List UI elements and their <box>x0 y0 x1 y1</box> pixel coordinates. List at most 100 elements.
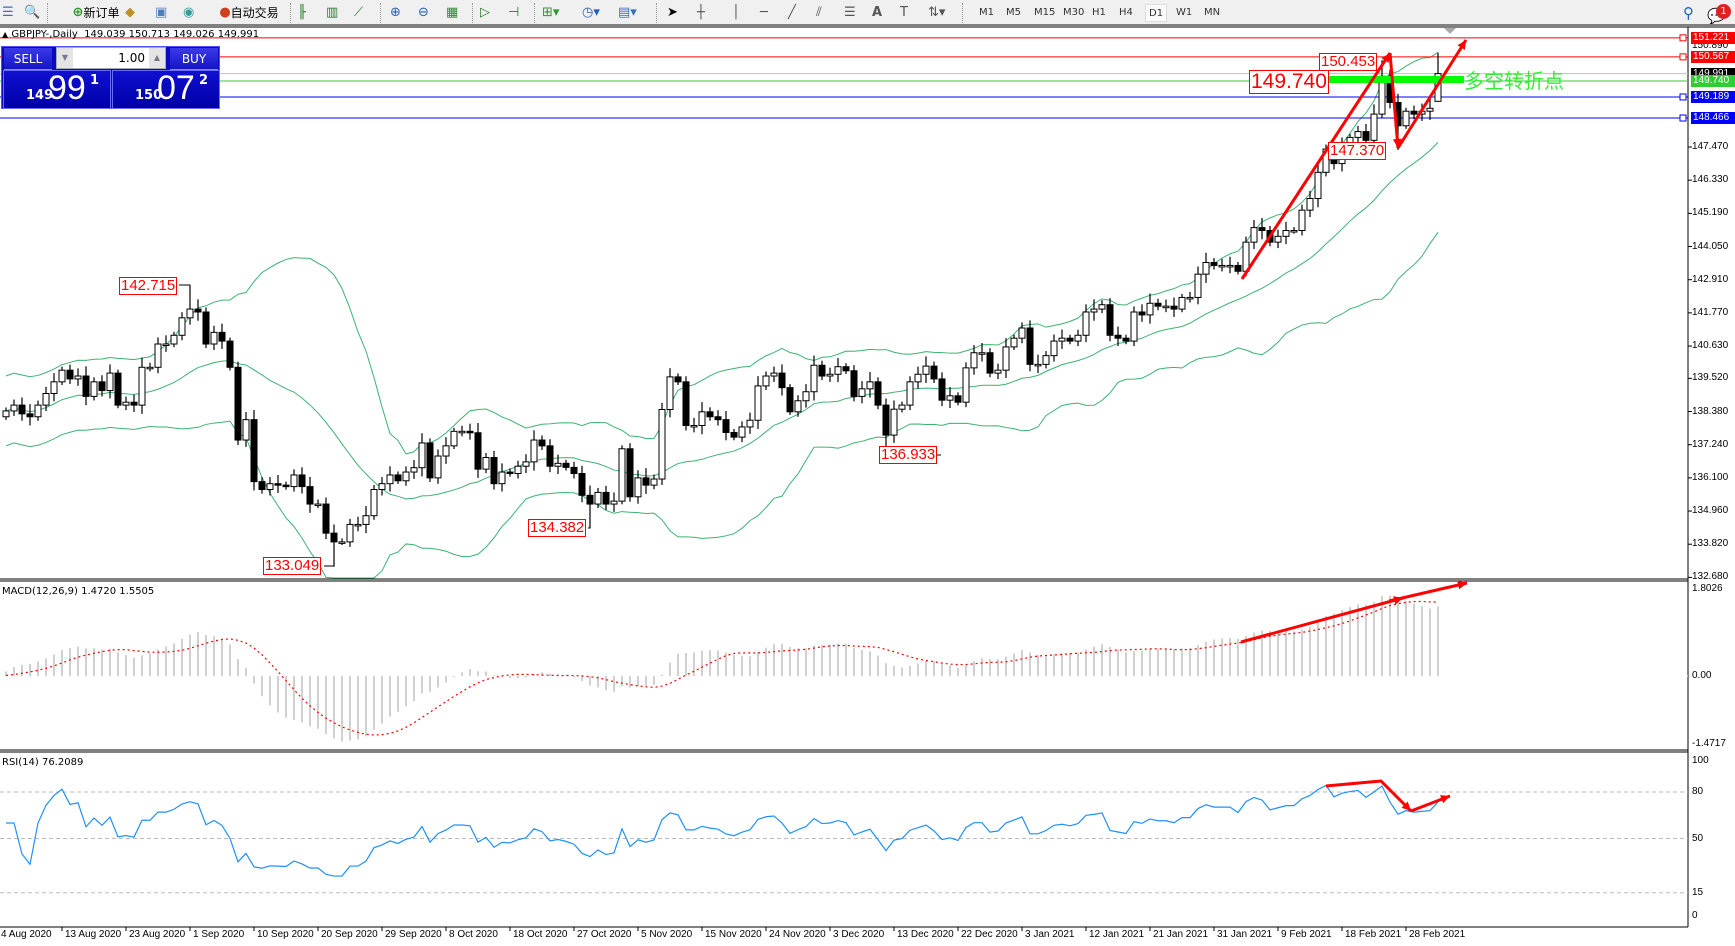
price-level-label[interactable]: 148.466 <box>1691 112 1735 125</box>
price-level-label[interactable]: 150.567 <box>1691 50 1735 63</box>
bar-chart-icon[interactable]: ╟ <box>298 5 306 20</box>
candle <box>410 460 418 479</box>
price-level-label[interactable]: 149.189 <box>1691 90 1735 103</box>
text-label-icon[interactable]: T <box>900 5 908 20</box>
chart-shift-icon[interactable]: ⊣ <box>508 5 520 20</box>
candle-body <box>194 308 202 313</box>
candle-body <box>786 387 794 413</box>
lot-size-stepper[interactable]: ▼ 1.00 ▲ <box>56 47 166 69</box>
timeframe-m1[interactable]: M1 <box>979 7 994 18</box>
candle-body <box>282 484 290 488</box>
timeframe-h4[interactable]: H4 <box>1119 7 1133 18</box>
signals-icon[interactable]: ◉ <box>183 5 195 20</box>
timeframe-m30[interactable]: M30 <box>1063 7 1085 18</box>
candle-body <box>770 372 778 377</box>
price-tick-label: 144.050 <box>1692 240 1729 252</box>
zoom-out-icon[interactable]: ⊖ <box>418 5 429 20</box>
periods-icon[interactable]: ◷▾ <box>582 5 600 20</box>
candle <box>1026 320 1034 372</box>
chart-symbol: GBPJPY-,Daily <box>11 29 78 40</box>
horizontal-line-icon[interactable]: ─ <box>760 5 768 20</box>
price-level-label[interactable]: 151.221 <box>1691 31 1735 44</box>
candle <box>322 497 330 540</box>
timeframe-mn[interactable]: MN <box>1204 7 1221 18</box>
turning-point-text[interactable]: 多空转折点 <box>1464 69 1564 93</box>
annotation-low-label[interactable]: 147.370 <box>1328 142 1387 160</box>
annotation-high-label[interactable]: 142.715 <box>119 277 178 295</box>
timeframe-m5[interactable]: M5 <box>1006 7 1021 18</box>
candle-body <box>634 477 642 498</box>
market-watch-icon[interactable]: ☰ <box>2 5 14 20</box>
timeframe-d1[interactable]: D1 <box>1145 4 1168 22</box>
zoom-in-icon[interactable]: ⊕ <box>390 5 401 20</box>
timeframe-w1[interactable]: W1 <box>1176 7 1193 18</box>
candle-body <box>154 343 162 368</box>
candle-body <box>290 474 298 488</box>
timeframe-h1[interactable]: H1 <box>1092 7 1106 18</box>
crosshair-icon[interactable]: ┼ <box>697 5 705 20</box>
lot-increase-icon[interactable]: ▲ <box>149 48 165 68</box>
candle <box>1298 204 1306 236</box>
lot-size-input[interactable]: 1.00 <box>118 51 145 65</box>
indicators-icon[interactable]: ⊞▾ <box>542 5 560 20</box>
bollinger-bands <box>5 51 1439 579</box>
candle-body <box>690 424 698 428</box>
buy-price-button[interactable]: 150 07 2 <box>112 69 220 109</box>
candle <box>346 518 354 547</box>
price-level-label[interactable]: 149.740 <box>1691 74 1735 87</box>
vertical-line-icon[interactable]: │ <box>732 5 740 20</box>
candle <box>482 452 490 474</box>
candle-body <box>1354 131 1362 138</box>
candlestick-chart-icon[interactable]: ▥ <box>326 5 339 20</box>
annotation-low-label[interactable]: 133.049 <box>263 557 322 575</box>
candle-body <box>1194 273 1202 298</box>
candle-body <box>538 439 546 447</box>
candle-body <box>802 391 810 402</box>
candle <box>1042 351 1050 369</box>
candle-body <box>858 388 866 397</box>
data-window-icon[interactable]: 🔍 <box>24 5 41 20</box>
level-price-label[interactable]: 149.740 <box>1249 70 1329 94</box>
line-chart-icon[interactable]: ⟋ <box>354 5 364 20</box>
auto-trading-button[interactable]: ● 自动交易 <box>208 3 290 23</box>
auto-scroll-icon[interactable]: ▷ <box>480 5 490 20</box>
arrows-icon[interactable]: ⇅▾ <box>928 5 946 20</box>
annotation-low-label[interactable]: 136.933 <box>879 446 938 464</box>
fibonacci-icon[interactable]: ☰ <box>844 5 856 20</box>
templates-icon[interactable]: ▤▾ <box>618 5 637 20</box>
candle <box>930 361 938 384</box>
candle <box>1178 293 1186 313</box>
price-tick-label: 136.100 <box>1692 471 1729 483</box>
candle-body <box>66 369 74 380</box>
navigator-icon[interactable]: ▣ <box>155 5 168 20</box>
search-icon[interactable]: ⚲ <box>1683 4 1694 22</box>
sell-button[interactable]: SELL <box>4 48 52 70</box>
equidistant-channel-icon[interactable]: ⫽ <box>816 5 822 20</box>
trendline-icon[interactable]: ╱ <box>788 5 796 20</box>
trend-arrow-up <box>1240 52 1392 280</box>
lot-decrease-icon[interactable]: ▼ <box>57 48 73 68</box>
candle <box>642 468 650 494</box>
candle-body <box>474 432 482 470</box>
candle-body <box>490 456 498 485</box>
price-tick-label: 134.960 <box>1692 505 1729 517</box>
annotation-low-label[interactable]: 134.382 <box>528 519 587 537</box>
cursor-icon[interactable]: ➤ <box>667 5 678 20</box>
annotation-high-label[interactable]: 150.453 <box>1319 53 1378 71</box>
timeframe-m15[interactable]: M15 <box>1034 7 1056 18</box>
candle <box>714 410 722 426</box>
buy-button[interactable]: BUY <box>170 48 218 70</box>
candle-body <box>1106 304 1114 336</box>
notifications-button[interactable]: 💬 1 <box>1707 3 1731 25</box>
candle-body <box>74 375 82 380</box>
tile-windows-icon[interactable]: ▦ <box>446 5 459 20</box>
candle <box>1146 293 1154 324</box>
metaeditor-icon[interactable]: ◆ <box>125 5 135 20</box>
candle-body <box>234 366 242 441</box>
candle-body <box>1162 305 1170 309</box>
arrow-head <box>1440 795 1450 804</box>
new-order-button[interactable]: ⊕ 新订单 <box>56 3 136 23</box>
sell-price-button[interactable]: 149 99 1 <box>3 69 111 109</box>
text-icon[interactable]: A <box>872 5 883 20</box>
